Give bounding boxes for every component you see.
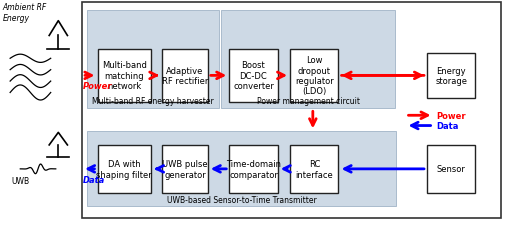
- Text: Multi-band RF energy harvester: Multi-band RF energy harvester: [92, 97, 214, 106]
- Text: Data: Data: [83, 175, 105, 184]
- Text: UWB-based Sensor-to-Time Transmitter: UWB-based Sensor-to-Time Transmitter: [167, 195, 317, 204]
- FancyBboxPatch shape: [162, 145, 208, 193]
- FancyBboxPatch shape: [87, 11, 219, 109]
- Text: Boost
DC-DC
converter: Boost DC-DC converter: [233, 61, 274, 91]
- FancyBboxPatch shape: [290, 49, 339, 103]
- FancyBboxPatch shape: [230, 145, 278, 193]
- Text: Power: Power: [83, 82, 112, 91]
- Text: Multi-band
matching
network: Multi-band matching network: [102, 61, 147, 91]
- FancyBboxPatch shape: [87, 132, 396, 207]
- FancyBboxPatch shape: [427, 145, 476, 193]
- Text: Adaptive
RF rectifier: Adaptive RF rectifier: [162, 66, 208, 86]
- Text: UWB pulse
generator: UWB pulse generator: [162, 159, 208, 179]
- FancyBboxPatch shape: [427, 53, 476, 99]
- Text: Power management circuit: Power management circuit: [257, 97, 359, 106]
- FancyBboxPatch shape: [82, 3, 501, 218]
- Text: Energy
storage: Energy storage: [435, 66, 467, 86]
- Text: DA with
shaping filter: DA with shaping filter: [96, 159, 152, 179]
- Text: Sensor: Sensor: [437, 165, 465, 174]
- Text: Data: Data: [436, 121, 458, 131]
- Text: UWB: UWB: [11, 177, 29, 185]
- FancyBboxPatch shape: [230, 49, 278, 103]
- FancyBboxPatch shape: [221, 11, 395, 109]
- Text: Power: Power: [436, 111, 465, 120]
- FancyBboxPatch shape: [162, 49, 208, 103]
- FancyBboxPatch shape: [290, 145, 339, 193]
- Text: RC
interface: RC interface: [296, 159, 333, 179]
- Text: Ambient RF
Energy: Ambient RF Energy: [3, 3, 47, 23]
- Text: Time-domain
comparator: Time-domain comparator: [226, 159, 281, 179]
- FancyBboxPatch shape: [97, 145, 151, 193]
- FancyBboxPatch shape: [97, 49, 151, 103]
- Text: Low
dropout
regulator
(LDO): Low dropout regulator (LDO): [295, 56, 334, 96]
